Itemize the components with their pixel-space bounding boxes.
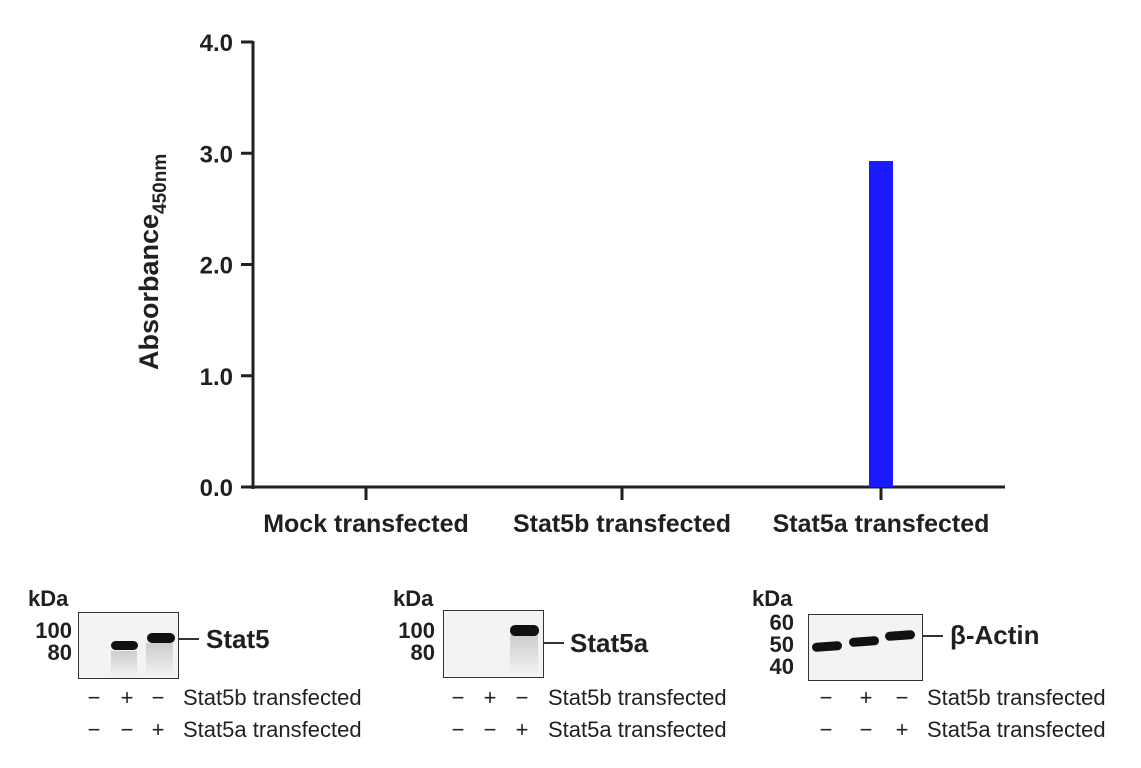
condition-label: Stat5b transfected — [927, 685, 1106, 710]
target-label: Stat5 — [206, 624, 270, 654]
band-pointer — [179, 638, 199, 640]
blot-image — [78, 612, 179, 679]
band-pointer — [923, 635, 943, 637]
lane-sign: + — [859, 685, 873, 710]
lane-sign: − — [451, 685, 465, 710]
band-pointer — [544, 642, 564, 644]
y-tick-label: 2.0 — [200, 253, 233, 280]
lane-sign: − — [451, 717, 465, 742]
y-tick-label: 0.0 — [200, 475, 233, 502]
y-tick-label: 1.0 — [200, 364, 233, 391]
lane-sign: − — [87, 685, 101, 710]
marker-50: 50 — [769, 632, 794, 657]
lane-sign: + — [515, 717, 529, 742]
lane-sign: − — [151, 685, 165, 710]
bar-chart: 0.0 1.0 2.0 3.0 4.0 Mock transfected Stat5b t… — [134, 30, 1005, 538]
lane-sign: + — [483, 685, 497, 710]
condition-label: Stat5a transfected — [548, 717, 727, 742]
bars — [869, 161, 893, 487]
bar — [869, 161, 893, 487]
lane-sign: + — [151, 717, 165, 742]
condition-label: Stat5a transfected — [927, 717, 1106, 742]
lane-sign: − — [515, 685, 529, 710]
lane-sign: − — [895, 685, 909, 710]
y-axis: 0.0 1.0 2.0 3.0 4.0 — [200, 30, 255, 502]
x-tick-label: Stat5b transfected — [513, 510, 731, 538]
lane-sign: − — [819, 717, 833, 742]
target-label: β-Actin — [950, 620, 1040, 650]
lane-sign: − — [87, 717, 101, 742]
lane-sign: − — [859, 717, 873, 742]
lane-sign: + — [120, 685, 134, 710]
y-axis-label: Absorbance450nm — [134, 154, 171, 370]
blot-image — [808, 614, 923, 681]
kda-label: kDa — [28, 586, 69, 611]
y-tick-label: 4.0 — [200, 30, 233, 57]
condition-label: Stat5a transfected — [183, 717, 362, 742]
marker-80: 80 — [410, 640, 435, 665]
marker-80: 80 — [47, 640, 72, 665]
x-tick-label: Stat5a transfected — [773, 510, 990, 538]
lane-sign: − — [483, 717, 497, 742]
y-tick-label: 3.0 — [200, 141, 233, 168]
marker-40: 40 — [769, 654, 794, 679]
condition-label: Stat5b transfected — [548, 685, 727, 710]
lane-sign: + — [895, 717, 909, 742]
lane-sign: − — [120, 717, 134, 742]
lane-sign: − — [819, 685, 833, 710]
marker-100: 100 — [398, 618, 435, 643]
kda-label: kDa — [752, 586, 793, 611]
target-label: Stat5a — [570, 628, 649, 658]
x-tick-label: Mock transfected — [263, 510, 469, 538]
x-axis: Mock transfected Stat5b transfected Stat5a… — [253, 485, 1005, 538]
marker-60: 60 — [769, 610, 794, 635]
kda-label: kDa — [393, 586, 434, 611]
condition-label: Stat5b transfected — [183, 685, 362, 710]
marker-100: 100 — [35, 618, 72, 643]
blot-image — [443, 610, 544, 678]
